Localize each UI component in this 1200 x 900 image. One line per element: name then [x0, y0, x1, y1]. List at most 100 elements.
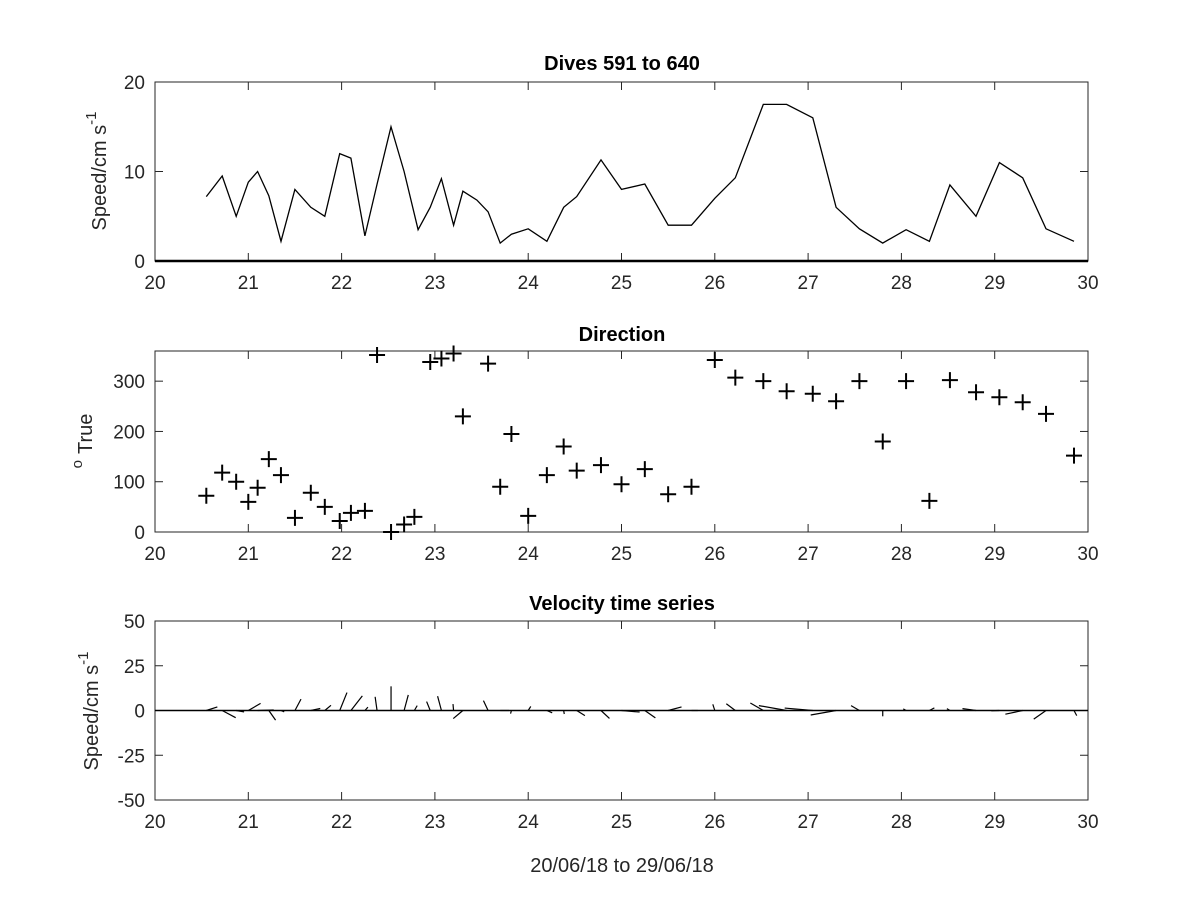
data-point-37: [804, 385, 821, 402]
data-point-18: [433, 350, 450, 367]
data-point-11: [342, 504, 359, 521]
data-point-19: [445, 345, 462, 362]
velocity-stick-8: [310, 707, 321, 712]
data-point-15: [396, 516, 413, 533]
velocity-stick-17: [426, 701, 431, 711]
x-tick-label-27: 27: [798, 544, 819, 565]
velocity-stick-6: [280, 709, 285, 713]
data-point-42: [921, 492, 938, 509]
data-point-27: [568, 462, 585, 479]
data-point-5: [260, 451, 277, 468]
x-tick-label-20: 20: [144, 544, 165, 565]
x-tick-label-26: 26: [704, 812, 725, 833]
data-point-26: [555, 438, 572, 455]
data-point-35: [755, 373, 772, 390]
y-tick-label-20: 20: [124, 73, 145, 94]
data-point-31: [660, 486, 677, 503]
x-tick-label-25: 25: [611, 273, 632, 294]
velocity-stick-47: [1033, 710, 1047, 720]
velocity-stick-34: [725, 703, 736, 711]
velocity-stick-38: [810, 709, 837, 716]
x-tick-label-23: 23: [424, 273, 445, 294]
y-tick-label-100: 100: [113, 473, 145, 494]
velocity-stick-21: [482, 700, 489, 711]
y-tick-label-300: 300: [113, 372, 145, 393]
x-tick-label-28: 28: [891, 812, 912, 833]
velocity-stick-9: [324, 704, 332, 711]
plot-area-frame: [154, 81, 1089, 262]
velocity-stick-11: [350, 695, 363, 711]
x-tick-label-27: 27: [798, 812, 819, 833]
y-axis-label-speed: Speed/cm s-1: [83, 112, 111, 231]
velocity-stick-0: [206, 706, 218, 712]
plot-area-frame: [154, 350, 1089, 533]
data-point-12: [356, 502, 373, 519]
velocity-stick-4: [257, 709, 274, 712]
velocity-stick-26: [563, 710, 565, 715]
data-point-34: [727, 369, 744, 386]
velocity-stick-39: [850, 705, 860, 712]
y-tick-label-0: 0: [134, 702, 145, 723]
velocity-stick-2: [236, 709, 245, 713]
y-tick-label-m25: -25: [118, 746, 145, 767]
y-tick-label-m50: -50: [118, 791, 145, 812]
velocity-stick-15: [403, 694, 409, 711]
data-point-48: [1066, 447, 1083, 464]
x-tick-label-24: 24: [518, 544, 540, 565]
panel-velocity: Velocity time series Speed/cm s-1 20/06/…: [75, 593, 1099, 877]
x-tick-label-26: 26: [704, 544, 725, 565]
y-axis-label-velocity: Speed/cm s-1: [75, 652, 103, 771]
data-point-25: [538, 467, 555, 484]
x-tick-label-29: 29: [984, 544, 1005, 565]
data-point-40: [874, 433, 891, 450]
velocity-stick-28: [600, 710, 610, 719]
data-point-21: [480, 355, 497, 372]
data-point-8: [302, 484, 319, 501]
x-tick-label-27: 27: [798, 273, 819, 294]
velocity-stick-27: [576, 709, 586, 717]
x-tick-label-24: 24: [518, 273, 540, 294]
velocity-stick-24: [527, 706, 532, 711]
data-point-16: [406, 508, 423, 525]
data-point-9: [316, 498, 333, 515]
velocity-stick-43: [946, 708, 951, 712]
y-tick-label-10: 10: [124, 163, 145, 184]
data-point-28: [592, 457, 609, 474]
x-tick-label-21: 21: [238, 544, 259, 565]
velocity-stick-16: [413, 705, 418, 711]
data-point-41: [898, 373, 915, 390]
x-tick-label-24: 24: [518, 812, 540, 833]
data-point-29: [613, 476, 630, 493]
data-point-45: [991, 389, 1008, 406]
data-point-2: [228, 473, 245, 490]
data-point-20: [454, 408, 471, 425]
data-point-3: [240, 493, 257, 510]
velocity-stick-44: [962, 708, 977, 712]
x-tick-label-30: 30: [1077, 812, 1098, 833]
x-tick-label-25: 25: [611, 544, 632, 565]
velocity-stick-3: [248, 702, 261, 712]
chart-title-velocity: Velocity time series: [529, 593, 715, 615]
data-point-24: [520, 507, 537, 524]
velocity-stick-13: [374, 696, 378, 711]
x-tick-label-22: 22: [331, 273, 352, 294]
velocity-stick-1: [221, 709, 236, 719]
x-tick-label-29: 29: [984, 812, 1005, 833]
x-tick-label-23: 23: [424, 812, 445, 833]
velocity-stick-37: [784, 707, 813, 712]
data-point-38: [828, 393, 845, 410]
velocity-stick-7: [294, 698, 302, 711]
velocity-stick-35: [750, 702, 764, 712]
data-point-22: [492, 478, 509, 495]
data-point-30: [636, 461, 653, 478]
velocity-stick-48: [1073, 710, 1078, 716]
data-point-23: [503, 425, 520, 442]
y-tick-label-50: 50: [124, 612, 145, 633]
velocity-stick-42: [929, 707, 935, 712]
data-point-13: [369, 347, 386, 364]
x-tick-label-23: 23: [424, 544, 445, 565]
data-point-0: [198, 487, 215, 504]
x-tick-label-26: 26: [704, 273, 725, 294]
x-tick-label-25: 25: [611, 812, 632, 833]
